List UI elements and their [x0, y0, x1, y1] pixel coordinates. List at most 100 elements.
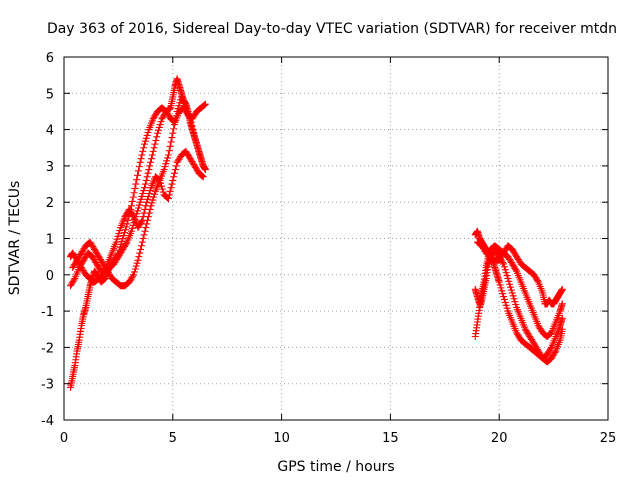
data-point [144, 195, 152, 203]
data-point [170, 173, 178, 181]
data-point [128, 224, 136, 232]
data-point [134, 224, 142, 232]
data-point [132, 180, 140, 188]
data-point [199, 173, 207, 181]
data-point [139, 235, 147, 242]
y-tick-label: -3 [41, 378, 54, 393]
data-point [551, 348, 559, 356]
data-point [134, 207, 142, 215]
data-point [144, 129, 152, 137]
data-point [505, 277, 513, 285]
data-point [95, 253, 103, 261]
data-point [512, 301, 520, 309]
data-point [507, 257, 515, 265]
data-point [146, 187, 154, 195]
series-trace-8 [473, 238, 566, 308]
data-point [191, 162, 199, 170]
data-point [120, 229, 128, 237]
data-point [147, 202, 155, 210]
data-point [135, 222, 143, 230]
data-point [71, 259, 79, 267]
data-point [531, 272, 539, 280]
data-point [133, 176, 141, 184]
data-point [69, 264, 77, 272]
data-point [158, 115, 166, 123]
data-point [150, 113, 158, 121]
data-point [160, 166, 168, 174]
data-point [198, 172, 206, 180]
data-point [169, 176, 177, 184]
data-point [530, 271, 538, 279]
data-point [198, 171, 206, 179]
data-point [120, 244, 128, 252]
data-point [164, 151, 172, 159]
data-point [76, 262, 84, 270]
data-point [499, 290, 507, 298]
data-point [165, 147, 173, 155]
data-point [497, 284, 505, 292]
data-point [511, 264, 519, 272]
data-point [127, 275, 135, 283]
data-point [191, 163, 199, 171]
data-point [77, 249, 85, 257]
data-point [506, 256, 514, 264]
data-point [143, 173, 151, 181]
data-point [126, 277, 134, 285]
data-point [100, 261, 108, 269]
data-point [500, 260, 508, 268]
data-point [534, 322, 542, 330]
data-point [511, 298, 519, 306]
data-point [88, 241, 96, 249]
data-point [168, 134, 176, 142]
data-point [88, 253, 96, 261]
data-point [125, 278, 133, 286]
data-point [146, 205, 154, 213]
data-point [93, 260, 101, 268]
data-point [549, 351, 557, 359]
data-point [151, 140, 159, 148]
data-point [154, 129, 162, 137]
data-point [113, 252, 121, 260]
data-point [143, 131, 151, 139]
data-point [543, 351, 551, 359]
data-point [174, 157, 182, 165]
data-point [201, 101, 209, 109]
data-point [527, 335, 535, 343]
data-point [181, 105, 189, 113]
data-point [163, 109, 171, 117]
data-point [155, 123, 163, 131]
data-point [89, 242, 97, 250]
data-point [113, 235, 121, 243]
data-point [136, 198, 144, 206]
data-point [97, 256, 105, 264]
data-point [189, 159, 197, 167]
series-trace-3 [69, 93, 207, 290]
data-point [514, 332, 522, 340]
data-point [116, 243, 124, 251]
data-point [147, 155, 155, 163]
data-point [141, 184, 149, 192]
data-point [73, 256, 81, 264]
data-point [172, 162, 180, 170]
data-point [193, 166, 201, 174]
data-point [171, 169, 179, 177]
data-point [144, 169, 152, 177]
data-point [498, 252, 506, 260]
data-point [480, 245, 488, 253]
data-point [159, 188, 167, 196]
data-point [156, 121, 164, 129]
data-point [165, 191, 173, 199]
data-point [184, 152, 192, 160]
data-point [148, 199, 156, 207]
data-point [137, 245, 145, 253]
data-point [106, 272, 114, 280]
data-point [94, 261, 102, 269]
data-point [105, 265, 113, 273]
data-point [145, 189, 153, 197]
data-point [149, 196, 157, 204]
data-point [509, 292, 517, 300]
data-point [181, 107, 189, 115]
data-point [200, 102, 208, 110]
data-point [89, 254, 97, 262]
data-point [190, 129, 198, 137]
